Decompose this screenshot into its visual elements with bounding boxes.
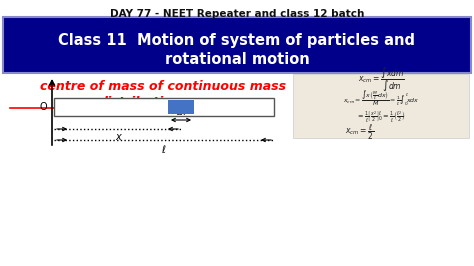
Text: DAY 77 - NEET Repeater and class 12 batch: DAY 77 - NEET Repeater and class 12 batc… [110, 9, 364, 19]
Text: rotational motion: rotational motion [164, 52, 310, 66]
Bar [293, 74, 469, 138]
Text: O: O [39, 102, 47, 112]
Text: Class 11  Motion of system of particles and: Class 11 Motion of system of particles a… [58, 34, 416, 48]
Bar [54, 98, 274, 116]
Text: $= \frac{1}{\ell}\left[\frac{x^2}{2}\right]_0^{\ell} = \frac{1}{\ell}\left(\frac: $= \frac{1}{\ell}\left[\frac{x^2}{2}\rig… [356, 109, 406, 125]
Bar [3, 17, 471, 73]
Text: $x_{cm} = \dfrac{\int xdm}{\int dm}$: $x_{cm} = \dfrac{\int xdm}{\int dm}$ [357, 66, 404, 94]
Text: dx: dx [176, 108, 186, 117]
Text: x: x [115, 132, 121, 142]
Text: $\ell$: $\ell$ [161, 143, 167, 155]
Text: distribution: distribution [99, 95, 182, 109]
Text: $x_{cm} = \dfrac{\ell}{2}$: $x_{cm} = \dfrac{\ell}{2}$ [346, 122, 374, 142]
Text: $x_{cm} = \dfrac{\int x\left(\frac{M}{\ell}dx\right)}{M} = \frac{1}{\ell}\int_0^: $x_{cm} = \dfrac{\int x\left(\frac{M}{\e… [343, 88, 419, 108]
Bar [168, 100, 194, 114]
Text: centre of mass of continuous mass: centre of mass of continuous mass [40, 81, 286, 94]
